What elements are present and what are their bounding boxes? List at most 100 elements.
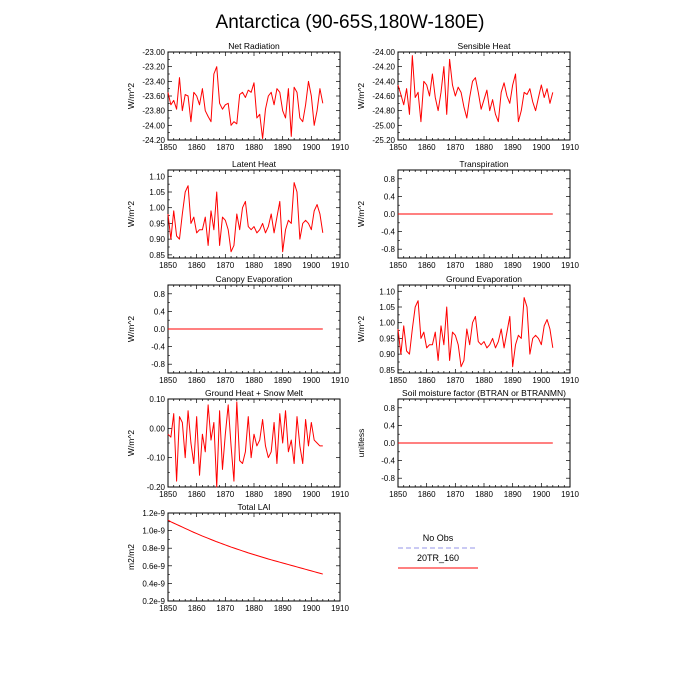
x-tick-label: 1870: [446, 490, 464, 499]
x-tick-label: 1910: [561, 261, 579, 270]
panel-9: Total LAI m2/m2 1850 1860 1870 1880 1890 1900 19…: [126, 502, 349, 613]
x-tick-label: 1860: [418, 490, 436, 499]
y-tick-label: -24.00: [372, 48, 395, 57]
panel-title: Total LAI: [237, 502, 270, 512]
y-tick-label: -23.40: [142, 77, 165, 86]
y-tick-label: 1.10: [149, 172, 165, 181]
x-tick-label: 1850: [389, 261, 407, 270]
x-tick-label: 1860: [418, 261, 436, 270]
x-tick-label: 1860: [188, 376, 206, 385]
y-tick-label: -23.80: [142, 107, 165, 116]
series-line: [167, 66, 324, 140]
x-tick-label: 1890: [274, 143, 292, 152]
panel-7: Ground Heat + Snow Melt W/m^2 1850 1860 1870…: [126, 388, 349, 499]
y-tick-label: 0.95: [379, 334, 395, 343]
x-tick-label: 1900: [532, 261, 550, 270]
y-tick-label: -24.00: [142, 121, 165, 130]
panel-title: Ground Evaporation: [446, 274, 522, 284]
y-tick-label: 0.2e-9: [142, 597, 165, 606]
panels: Net Radiation W/m^2 1850 1860 1870 1880 1890 19…: [126, 41, 579, 613]
x-tick-label: 1870: [216, 604, 234, 613]
x-tick-label: 1850: [159, 490, 177, 499]
x-tick-label: 1890: [274, 261, 292, 270]
y-tick-label: -0.4: [381, 228, 395, 237]
y-axis-label: unitless: [356, 429, 366, 458]
x-tick-label: 1850: [389, 143, 407, 152]
y-tick-label: -25.00: [372, 121, 395, 130]
x-tick-label: 1860: [188, 143, 206, 152]
y-tick-label: 1.00: [379, 319, 395, 328]
y-tick-label: 1.05: [149, 188, 165, 197]
y-axis-label: m2/m2: [126, 544, 136, 570]
panel-title: Sensible Heat: [458, 41, 512, 51]
x-tick-label: 1890: [274, 376, 292, 385]
x-tick-label: 1910: [561, 490, 579, 499]
x-tick-label: 1890: [504, 261, 522, 270]
x-tick-label: 1890: [274, 490, 292, 499]
x-tick-label: 1860: [418, 376, 436, 385]
series-line: [167, 401, 323, 488]
y-axis-label: W/m^2: [126, 83, 136, 109]
x-tick-label: 1890: [504, 376, 522, 385]
series-line: [167, 519, 323, 575]
x-tick-label: 1890: [504, 143, 522, 152]
y-tick-label: -0.4: [151, 343, 165, 352]
y-tick-label: 1.10: [379, 287, 395, 296]
x-tick-label: 1870: [216, 261, 234, 270]
y-tick-label: 0.85: [149, 251, 165, 260]
x-tick-label: 1850: [159, 376, 177, 385]
x-tick-label: 1910: [331, 604, 349, 613]
x-tick-label: 1860: [188, 604, 206, 613]
y-tick-label: 1.0e-9: [142, 527, 165, 536]
panel-title: Soil moisture factor (BTRAN or BTRANMN): [402, 388, 566, 398]
y-tick-label: -0.20: [147, 483, 166, 492]
x-tick-label: 1880: [245, 261, 263, 270]
legend-label-model: 20TR_160: [417, 553, 459, 563]
panel-8: Soil moisture factor (BTRAN or BTRANMN) u…: [356, 388, 579, 499]
y-axis-label: W/m^2: [126, 430, 136, 456]
x-tick-label: 1850: [159, 604, 177, 613]
y-tick-label: -24.80: [372, 107, 395, 116]
x-tick-label: 1890: [274, 604, 292, 613]
x-tick-label: 1870: [446, 376, 464, 385]
y-tick-label: 0.4: [154, 307, 166, 316]
y-tick-label: 0.95: [149, 219, 165, 228]
y-tick-label: -25.20: [372, 136, 395, 145]
y-tick-label: -24.60: [372, 92, 395, 101]
panel-6: Ground Evaporation W/m^2 1850 1860 1870 1880 1…: [356, 274, 579, 385]
y-tick-label: 0.4: [384, 421, 396, 430]
x-tick-label: 1860: [188, 490, 206, 499]
panel-3: Latent Heat W/m^2 1850 1860 1870 1880 1890 1900…: [126, 159, 349, 270]
y-tick-label: -23.00: [142, 48, 165, 57]
x-tick-label: 1910: [331, 376, 349, 385]
y-tick-label: -23.60: [142, 92, 165, 101]
x-tick-label: 1850: [159, 143, 177, 152]
y-tick-label: 0.8: [384, 404, 396, 413]
y-tick-label: 0.90: [149, 235, 165, 244]
x-tick-label: 1900: [302, 604, 320, 613]
y-tick-label: 0.4e-9: [142, 579, 165, 588]
y-axis-label: W/m^2: [126, 316, 136, 342]
panel-1: Net Radiation W/m^2 1850 1860 1870 1880 1890 19…: [126, 41, 349, 152]
x-tick-label: 1880: [475, 261, 493, 270]
y-tick-label: 1.05: [379, 303, 395, 312]
x-tick-label: 1910: [561, 143, 579, 152]
y-tick-label: 0.0: [154, 325, 166, 334]
series-line: [397, 55, 554, 123]
x-tick-label: 1880: [245, 604, 263, 613]
x-tick-label: 1910: [561, 376, 579, 385]
x-tick-label: 1870: [446, 261, 464, 270]
plot-frame: [167, 398, 341, 488]
y-tick-label: -0.4: [381, 457, 395, 466]
y-tick-label: 0.8: [384, 175, 396, 184]
x-tick-label: 1870: [216, 143, 234, 152]
panel-2: Sensible Heat W/m^2 1850 1860 1870 1880 1890 19…: [356, 41, 579, 152]
x-tick-label: 1850: [389, 376, 407, 385]
y-tick-label: -0.8: [151, 360, 165, 369]
y-tick-label: -0.8: [381, 245, 395, 254]
y-tick-label: 0.6e-9: [142, 562, 165, 571]
y-tick-label: -24.20: [142, 136, 165, 145]
series-line: [397, 297, 554, 368]
y-tick-label: -24.20: [372, 63, 395, 72]
